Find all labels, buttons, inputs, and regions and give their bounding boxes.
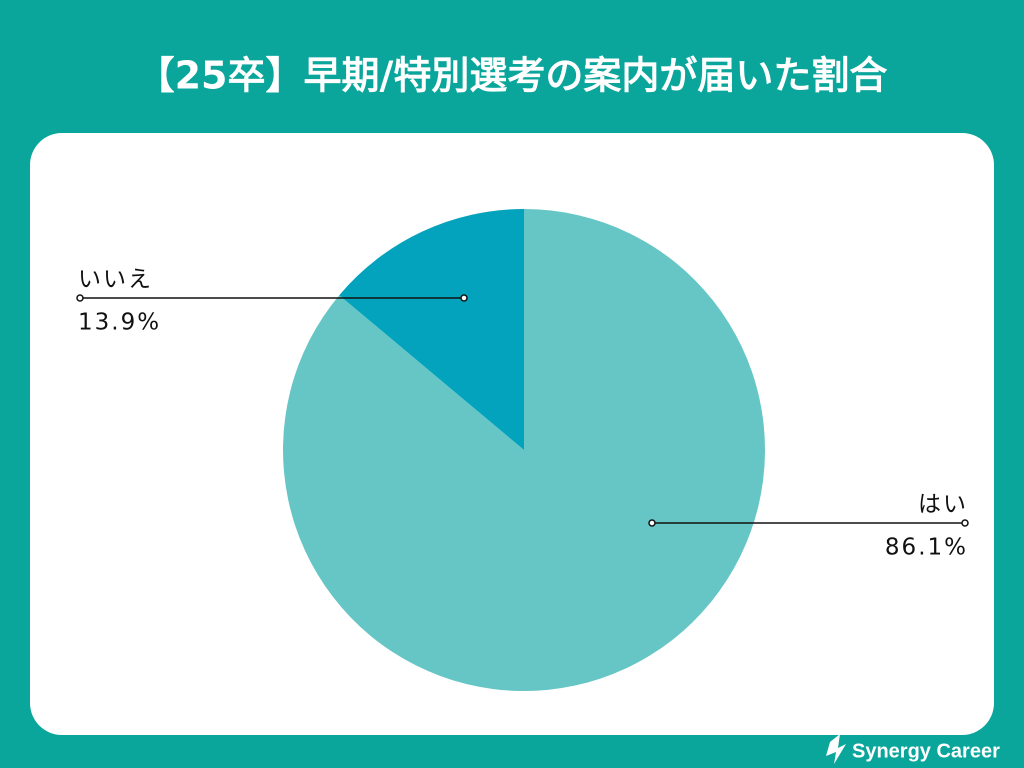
pie-slice: [282, 209, 765, 691]
category-label: いいえ: [78, 267, 153, 293]
leader-dot: [961, 519, 969, 527]
brand: Synergy Career: [852, 740, 1000, 762]
value-label: 86.1%: [885, 535, 968, 561]
category-label: はい: [918, 492, 968, 518]
chart-title: 【25卒】早期/特別選考の案内が届いた割合: [137, 54, 888, 98]
value-label: 13.9%: [78, 310, 161, 336]
leader-dot: [76, 294, 84, 302]
pie-slice: [339, 209, 524, 450]
leader-dot: [460, 294, 468, 302]
brand-logo: [826, 734, 846, 764]
leader-dot: [648, 519, 656, 527]
